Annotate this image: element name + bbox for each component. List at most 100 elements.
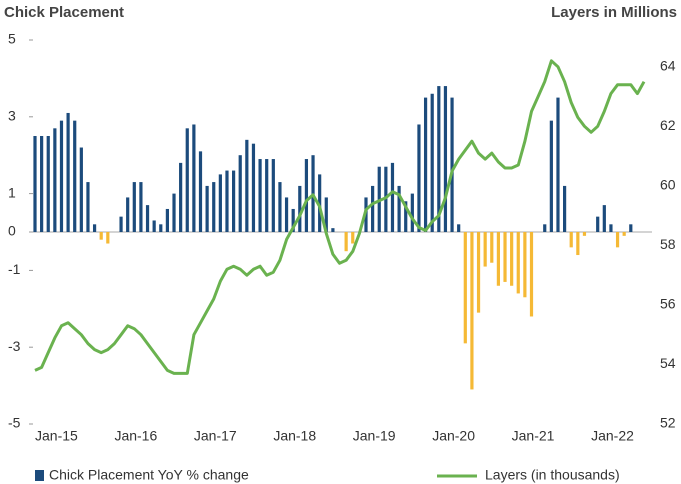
bar: [218, 174, 222, 232]
bar: [165, 208, 169, 232]
bar: [582, 232, 587, 236]
bar: [265, 159, 269, 232]
y2-tick-label: 58: [660, 236, 676, 252]
legend-swatch: [35, 470, 44, 481]
bar: [622, 232, 626, 236]
bar: [576, 232, 580, 256]
bar: [529, 232, 534, 317]
right-axis-title: Layers in Millions: [551, 4, 677, 21]
bar: [523, 232, 527, 298]
bar: [615, 232, 620, 248]
y-tick-label: 3: [8, 108, 16, 124]
bar: [423, 97, 428, 232]
y2-tick-label: 60: [660, 177, 676, 193]
line: [34, 59, 646, 375]
y2-tick-label: 52: [660, 415, 676, 431]
bar: [106, 232, 110, 244]
bar: [33, 136, 37, 232]
bar: [179, 162, 183, 232]
bar: [53, 128, 57, 232]
bar: [132, 182, 136, 232]
bar: [66, 112, 70, 232]
bar: [344, 232, 348, 252]
bar: [463, 232, 467, 344]
x-tick-label: Jan-17: [194, 428, 237, 444]
bar: [483, 232, 487, 267]
bar: [430, 93, 434, 232]
bar: [470, 232, 474, 390]
bar: [119, 216, 123, 232]
bar: [596, 216, 600, 232]
bar: [159, 224, 163, 232]
left-axis-title: Chick Placement: [4, 4, 124, 21]
x-tick-label: Jan-15: [35, 428, 78, 444]
bar: [145, 205, 150, 232]
legend-label: Chick Placement YoY % change: [49, 467, 249, 483]
bar: [238, 155, 242, 232]
x-tick-label: Jan-22: [591, 428, 634, 444]
bar: [172, 193, 176, 232]
bar: [503, 232, 507, 282]
bar: [86, 182, 90, 232]
legend-label: Layers (in thousands): [485, 467, 620, 483]
y-tick-label: 5: [8, 31, 16, 47]
bar: [318, 174, 322, 232]
bar: [609, 224, 613, 232]
bar: [496, 232, 500, 286]
bar: [437, 86, 441, 232]
x-tick-label: Jan-19: [353, 428, 396, 444]
bar: [450, 97, 454, 232]
bar: [212, 182, 216, 232]
bar: [331, 228, 335, 232]
x-tick-label: Jan-16: [114, 428, 157, 444]
bar: [397, 185, 401, 232]
bar: [417, 124, 421, 232]
x-tick-label: Jan-20: [432, 428, 475, 444]
bar: [59, 120, 64, 232]
bar: [92, 224, 97, 232]
bar: [351, 232, 355, 244]
bar: [476, 232, 481, 313]
bar: [298, 185, 302, 232]
y-tick-label: -5: [8, 415, 21, 431]
bar: [543, 224, 547, 232]
bar: [404, 201, 408, 232]
bar: [185, 128, 189, 232]
bar: [46, 136, 50, 232]
y-tick-label: -1: [8, 261, 21, 277]
bar: [490, 232, 494, 263]
y2-tick-label: 56: [660, 296, 676, 312]
bar: [225, 170, 229, 232]
bar: [139, 182, 143, 232]
bar: [516, 232, 520, 294]
bar: [258, 159, 262, 232]
bar: [271, 159, 275, 232]
bar: [549, 120, 553, 232]
bar: [126, 197, 130, 232]
bar: [556, 97, 560, 232]
bar: [245, 139, 249, 232]
bar: [371, 185, 375, 232]
bar: [602, 205, 606, 232]
bar: [232, 170, 236, 232]
bar: [99, 232, 103, 240]
bar: [510, 232, 514, 286]
x-tick-label: Jan-21: [512, 428, 555, 444]
bar: [152, 220, 156, 232]
bar: [563, 185, 567, 232]
bar: [251, 143, 256, 232]
bar: [390, 162, 395, 232]
x-tick-label: Jan-18: [273, 428, 316, 444]
bar: [443, 86, 448, 232]
y-tick-label: -3: [8, 338, 21, 354]
y2-tick-label: 62: [660, 117, 676, 133]
bar: [198, 151, 203, 232]
bar: [192, 124, 196, 232]
bar: [410, 193, 414, 232]
bar: [278, 182, 282, 232]
y-tick-label: 1: [8, 184, 16, 200]
bar: [324, 197, 328, 232]
bar: [457, 224, 461, 232]
bar: [205, 185, 209, 232]
